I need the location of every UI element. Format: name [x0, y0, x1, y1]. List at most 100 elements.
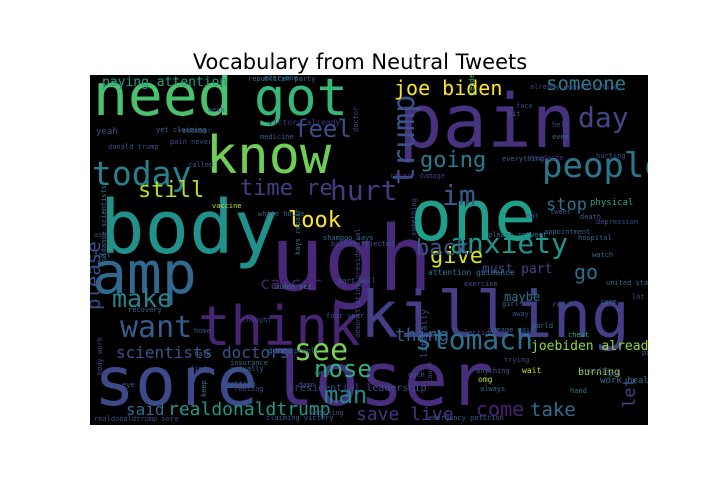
cloud-word: help: [552, 121, 569, 129]
cloud-word: god: [608, 370, 621, 378]
cloud-word: stomach: [415, 323, 533, 356]
cloud-word: want: [120, 310, 192, 345]
cloud-word: united states: [606, 279, 648, 287]
cloud-word: appointment: [544, 228, 590, 236]
cloud-word: anything: [476, 367, 510, 375]
cloud-word: hurt: [330, 174, 397, 207]
cloud-word: lot: [632, 293, 645, 301]
cloud-word: insurance: [230, 359, 268, 367]
cloud-word: today: [92, 154, 191, 193]
cloud-word: man: [324, 381, 367, 409]
cloud-word: watching: [310, 409, 344, 417]
cloud-word: wait: [522, 366, 541, 375]
cloud-word: realdonaldtrump sore: [94, 415, 178, 423]
figure-title: Vocabulary from Neutral Tweets: [192, 50, 528, 74]
cloud-word: physical: [590, 198, 633, 208]
wordcloud-canvas: need got pain body ugh one know amp sore loser kil…: [90, 75, 648, 425]
cloud-word: medicine: [260, 133, 294, 141]
cloud-word: ballot rejected: [331, 240, 394, 248]
cloud-word: recovery: [128, 306, 162, 314]
cloud-word: leadership paying: [468, 75, 476, 95]
cloud-word: thing: [395, 325, 449, 346]
cloud-word: look: [288, 208, 341, 233]
cloud-word: come: [476, 397, 524, 421]
cloud-word: ugh: [270, 207, 433, 312]
cloud-word: scientists doctors: [116, 343, 289, 362]
cloud-word: burning: [578, 367, 620, 378]
cloud-word: damage pain: [488, 326, 534, 334]
cloud-word: body work: [96, 336, 104, 375]
cloud-word: paying attention: [102, 75, 227, 90]
cloud-word: feel: [294, 115, 352, 143]
cloud-word: hand: [570, 387, 587, 395]
cloud-word: remember: [178, 127, 212, 135]
cloud-word: shampoo says: [323, 234, 374, 242]
cloud-word: chest: [568, 331, 589, 339]
cloud-word: cure: [600, 298, 617, 306]
cloud-word: take: [530, 399, 576, 421]
cloud-word: killing: [360, 279, 630, 353]
cloud-word: trying: [504, 356, 529, 364]
cloud-word: thought: [242, 316, 272, 324]
cloud-word: something: [410, 198, 418, 236]
cloud-word: one: [410, 175, 536, 257]
cloud-word: joebiden already: [531, 339, 648, 354]
cloud-word: still: [138, 178, 204, 203]
cloud-word: anxiety: [450, 227, 568, 260]
cloud-word: trump: [387, 95, 422, 185]
cloud-word: yeah: [96, 127, 118, 137]
cloud-word: attention guidance: [428, 268, 515, 277]
cloud-word: fact: [94, 251, 111, 259]
cloud-word: nose: [314, 355, 372, 383]
cloud-word: body: [100, 185, 278, 271]
cloud-word: donald trump: [108, 143, 159, 151]
cloud-word: see: [294, 333, 348, 368]
cloud-word: people: [542, 146, 648, 186]
cloud-word: away: [512, 310, 529, 318]
cloud-word: part well: [338, 277, 376, 285]
cloud-word: called: [188, 161, 213, 169]
cloud-word: vaccine: [212, 202, 242, 210]
cloud-word: girl: [502, 300, 519, 308]
cloud-word: everyone: [264, 75, 298, 82]
cloud-word: actually: [230, 365, 264, 373]
cloud-word: even: [552, 133, 569, 141]
cloud-word: pain never: [170, 138, 212, 146]
cloud-word: damn: [298, 381, 315, 389]
cloud-word: gonna: [268, 346, 292, 355]
cloud-word: read: [552, 300, 571, 309]
cloud-word: make: [112, 284, 172, 313]
cloud-word: covid19: [580, 367, 610, 375]
cloud-word: must part: [482, 262, 552, 277]
cloud-word: give: [430, 244, 483, 269]
cloud-word: repair damage: [390, 172, 445, 180]
cloud-word: doctor: [352, 107, 360, 132]
cloud-word: sore: [94, 343, 258, 422]
cloud-word: yet claiming: [156, 126, 207, 134]
cloud-word: omg: [478, 375, 493, 384]
cloud-word: world: [532, 322, 553, 330]
cloud-word: face: [516, 102, 533, 110]
cloud-word: people: [294, 347, 319, 355]
cloud-word: ass: [94, 231, 107, 239]
cloud-word: kays repair: [294, 209, 302, 255]
cloud-word: work heal: [600, 376, 648, 386]
cloud-word: said: [126, 400, 165, 419]
cloud-word: eat: [526, 212, 539, 220]
cloud-word: four year: [326, 312, 364, 320]
cloud-word: headache: [530, 154, 564, 162]
cloud-word: eye: [122, 381, 135, 389]
cloud-word: loser: [270, 337, 493, 423]
cloud-word: demonstrating presidential: [354, 228, 362, 338]
cloud-word: everything: [502, 155, 544, 163]
cloud-word: someone: [546, 75, 626, 95]
cloud-word: time re: [240, 176, 333, 201]
cloud-word: find: [190, 365, 207, 373]
cloud-word: stop: [546, 195, 587, 215]
cloud-word: joe biden: [394, 76, 502, 100]
cloud-word: neck: [208, 106, 226, 114]
cloud-word: save live: [356, 404, 454, 425]
cloud-word: hospital: [578, 234, 612, 242]
cloud-word: exercise: [464, 280, 498, 288]
cloud-word: presidential leadership: [288, 383, 426, 394]
